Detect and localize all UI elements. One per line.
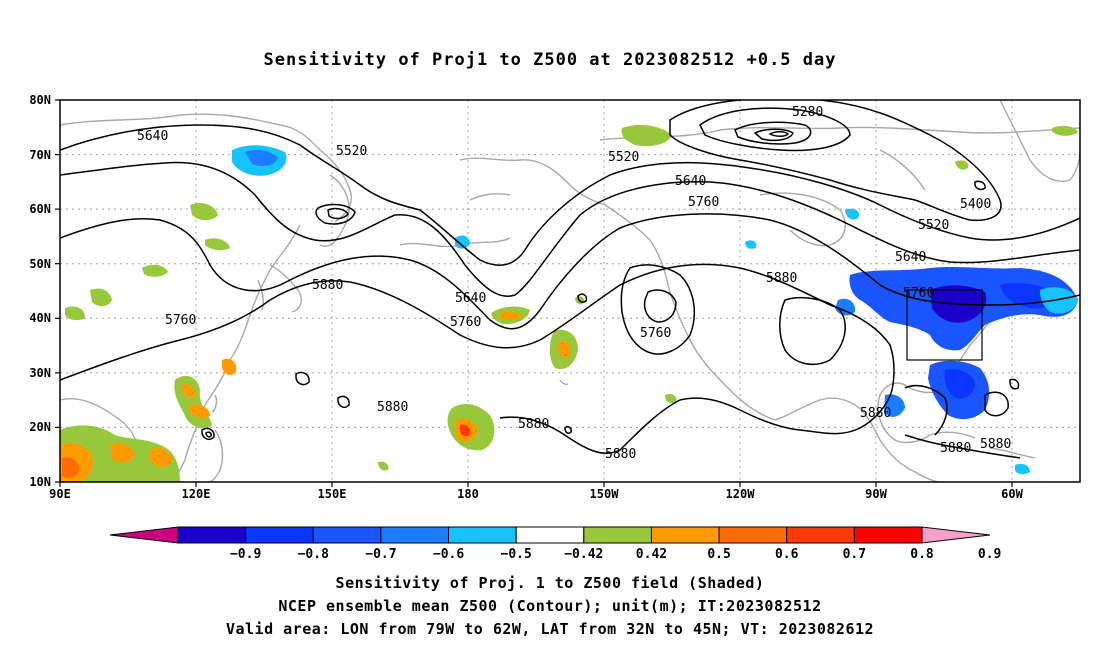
contour-label: 5760 xyxy=(165,313,196,328)
colorbar: −0.9 −0.8 −0.7 −0.6 −0.5 −0.42 0.42 0.5 0.6 0.7 0.… xyxy=(109,526,1001,562)
contour-label: 5760 xyxy=(450,315,481,330)
contour-label: 5640 xyxy=(895,250,926,265)
lat-label: 30N xyxy=(29,366,51,380)
map-border xyxy=(59,99,1081,483)
lon-label: 90E xyxy=(49,487,71,501)
contour-label: 5760 xyxy=(688,195,719,210)
lat-label: 80N xyxy=(29,93,51,107)
lon-label: 120W xyxy=(726,487,756,501)
colorbar-label: −0.8 xyxy=(298,547,329,562)
contour-label: 5880 xyxy=(860,406,891,421)
contour-label: 5760 xyxy=(640,326,671,341)
colorbar-label: −0.6 xyxy=(433,547,464,562)
colorbar-segment xyxy=(245,526,314,544)
colorbar-segment xyxy=(448,526,517,544)
colorbar-segment xyxy=(380,526,450,544)
lat-label: 10N xyxy=(29,475,51,489)
contour-label: 5880 xyxy=(518,417,549,432)
colorbar-label: 0.6 xyxy=(775,547,799,562)
colorbar-label: −0.42 xyxy=(564,547,603,562)
colorbar-label: −0.9 xyxy=(230,547,261,562)
lat-label: 40N xyxy=(29,311,51,325)
footer-line-3: Valid area: LON from 79W to 62W, LAT fro… xyxy=(225,620,875,638)
contour-label: 5280 xyxy=(792,105,823,120)
colorbar-right-triangle xyxy=(921,526,991,544)
colorbar-segment xyxy=(853,526,923,544)
longitude-labels: 90E 120E 150E 180 150W 120W 90W 60W xyxy=(49,487,1023,501)
contour-label: 5880 xyxy=(766,271,797,286)
lat-label: 60N xyxy=(29,202,51,216)
footer-line-1: Sensitivity of Proj. 1 to Z500 field (Sh… xyxy=(335,574,765,592)
contour-label: 5640 xyxy=(675,174,706,189)
axis-ticks xyxy=(55,99,1013,487)
contour-label: 5520 xyxy=(336,144,367,159)
colorbar-label: 0.5 xyxy=(707,547,730,562)
colorbar-label: −0.5 xyxy=(501,547,532,562)
colorbar-segment xyxy=(515,526,585,544)
contour-label: 5640 xyxy=(455,291,486,306)
sensitivity-shading xyxy=(60,124,1078,482)
lon-label: 120E xyxy=(182,487,211,501)
lon-label: 60W xyxy=(1001,487,1023,501)
footer-line-2: NCEP ensemble mean Z500 (Contour); unit(… xyxy=(278,597,822,615)
colorbar-segment xyxy=(786,526,855,544)
lon-label: 90W xyxy=(865,487,887,501)
colorbar-label: 0.7 xyxy=(843,547,866,562)
contour-label: 5880 xyxy=(605,447,636,462)
colorbar-segment xyxy=(583,526,652,544)
colorbar-label: 0.9 xyxy=(978,547,1001,562)
contour-label: 5520 xyxy=(918,218,949,233)
valid-area-box xyxy=(906,289,983,361)
contour-label: 5880 xyxy=(377,400,408,415)
contour-label-extra: 5880 xyxy=(980,437,1011,452)
contour-label: 5400 xyxy=(960,197,991,212)
colorbar-segment xyxy=(177,526,247,544)
chart-title: Sensitivity of Proj1 to Z500 at 20230825… xyxy=(263,50,837,70)
z500-contours xyxy=(60,100,1080,459)
contour-label: 5880 xyxy=(940,441,971,456)
colorbar-label: −0.7 xyxy=(365,547,396,562)
lat-label: 70N xyxy=(29,148,51,162)
lon-label: 150E xyxy=(318,487,347,501)
contour-label: 5760 xyxy=(903,286,934,301)
contour-label: 5880 xyxy=(312,278,343,293)
colorbar-segment xyxy=(718,526,788,544)
lon-label: 150W xyxy=(590,487,620,501)
contour-label: 5640 xyxy=(137,129,168,144)
lon-label: 180 xyxy=(457,487,479,501)
contour-label: 5520 xyxy=(608,150,639,165)
lat-label: 20N xyxy=(29,420,51,434)
colorbar-left-triangle xyxy=(109,526,179,544)
latitude-labels: 80N 70N 60N 50N 40N 30N 20N 10N xyxy=(29,93,51,489)
colorbar-segment xyxy=(312,526,382,544)
colorbar-label: 0.8 xyxy=(910,547,934,562)
colorbar-label: 0.42 xyxy=(636,547,667,562)
colorbar-segment xyxy=(650,526,720,544)
lat-label: 50N xyxy=(29,257,51,271)
contour-labels: 5280 5400 5520 5520 5520 5640 5640 5640 … xyxy=(137,105,991,462)
